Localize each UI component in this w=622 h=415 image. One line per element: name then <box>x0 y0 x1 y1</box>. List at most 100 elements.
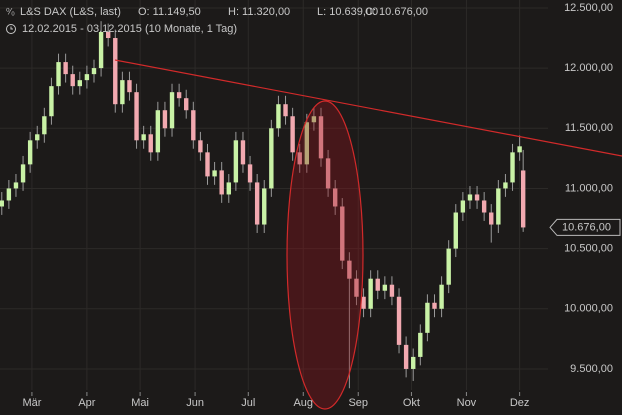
candle-body <box>56 62 61 87</box>
candle-body <box>134 92 139 141</box>
candle-body <box>389 284 395 297</box>
y-tick-label: 11.000,00 <box>565 182 613 194</box>
x-tick-label: Nov <box>457 397 477 409</box>
candle-body <box>212 170 217 177</box>
candle-body <box>432 302 437 309</box>
x-tick-label: Apr <box>78 397 95 409</box>
candle-body <box>520 170 526 228</box>
candle-body <box>276 104 281 129</box>
candle-body <box>127 80 132 93</box>
candle-body <box>247 164 253 183</box>
candle-body <box>176 92 182 99</box>
candle-body <box>77 80 83 87</box>
open: O: 11.149,50 <box>138 6 201 18</box>
candle-body <box>354 278 359 297</box>
candle-body <box>42 116 47 135</box>
candle-body <box>510 152 515 183</box>
x-tick-label: Aug <box>293 397 313 409</box>
candle-body <box>63 62 68 75</box>
candle-body <box>375 278 380 291</box>
candle-body <box>113 38 118 105</box>
candle-body <box>13 182 19 189</box>
close: C: 10.676,00 <box>365 6 428 18</box>
candle-body <box>148 134 153 153</box>
candle-body <box>411 356 416 369</box>
candle-body <box>382 284 388 291</box>
candle-body <box>162 110 168 129</box>
candle-body <box>105 32 111 39</box>
instrument: L&S DAX (L&S, last) <box>20 6 121 18</box>
low: L: 10.639,00 <box>317 6 378 18</box>
y-tick-label: 10.500,00 <box>564 243 613 255</box>
candle-body <box>325 158 331 189</box>
candle-body <box>191 110 196 141</box>
last-price-label: 10.676,00 <box>562 221 611 233</box>
candle-body <box>368 278 373 309</box>
candle-body <box>91 68 97 75</box>
candle-body <box>269 128 274 189</box>
candle-body <box>20 164 26 183</box>
candle-body <box>425 302 430 333</box>
last-price-box <box>549 218 621 236</box>
candle-body <box>439 284 444 309</box>
x-tick-label: Okt <box>403 397 420 409</box>
candle-body <box>84 74 90 81</box>
candle-body <box>0 200 4 207</box>
candle-body <box>35 134 40 141</box>
candle-body <box>283 104 288 117</box>
candle-body <box>481 200 487 213</box>
candle-body <box>254 182 260 225</box>
clock-hands <box>10 26 13 30</box>
candle-body <box>297 152 302 165</box>
candle-body <box>6 188 12 201</box>
candle-body <box>474 194 480 201</box>
candle-body <box>318 116 324 159</box>
candle-body <box>49 86 54 117</box>
y-tick-label: 10.000,00 <box>564 303 613 315</box>
candle-body <box>517 146 522 153</box>
candle-body <box>361 296 366 309</box>
x-tick-label: Mai <box>131 397 149 409</box>
candle-body <box>240 140 246 165</box>
candle-body <box>98 32 104 69</box>
candle-body <box>120 80 125 105</box>
candle-body <box>311 116 317 123</box>
candle-body <box>233 140 239 183</box>
candle-body <box>262 188 267 225</box>
grid <box>0 0 548 390</box>
candle-body <box>403 344 409 369</box>
date-range: 12.02.2015 - 03.12.2015 (10 Monate, 1 Ta… <box>22 23 237 35</box>
candle-body <box>467 194 473 201</box>
candle-body <box>184 98 189 111</box>
y-tick-label: 12.500,00 <box>564 2 613 14</box>
y-tick-label: 9.500,00 <box>570 363 613 375</box>
candle-body <box>347 260 352 279</box>
x-tick-label: Jul <box>241 397 255 409</box>
clock-icon <box>6 24 16 34</box>
x-tick-label: Dez <box>510 397 530 409</box>
highlight-ellipse <box>286 100 364 410</box>
candle-body <box>453 212 458 249</box>
header: ⁰⁄₀ L&S DAX (L&S, last) O: 11.149,50 H: … <box>6 6 428 35</box>
candle-body <box>496 188 501 225</box>
y-tick-label: 11.500,00 <box>565 122 613 134</box>
candle-body <box>141 134 146 141</box>
candle-body <box>219 170 224 195</box>
trend-line <box>114 59 622 157</box>
y-tick-label: 12.000,00 <box>564 62 613 74</box>
candles <box>0 21 526 389</box>
candle-body <box>304 122 310 165</box>
x-tick-label: Mär <box>22 397 41 409</box>
chart-icon: ⁰⁄₀ <box>6 6 15 16</box>
candle-body <box>70 74 75 87</box>
candle-body <box>205 152 210 177</box>
candle-body <box>489 212 494 225</box>
candle-body <box>340 206 345 261</box>
x-tick-label: Jun <box>186 397 204 409</box>
candle-body <box>198 140 203 153</box>
candle-body <box>155 110 161 153</box>
candle-body <box>396 296 402 345</box>
high: H: 11.320,00 <box>228 6 290 18</box>
